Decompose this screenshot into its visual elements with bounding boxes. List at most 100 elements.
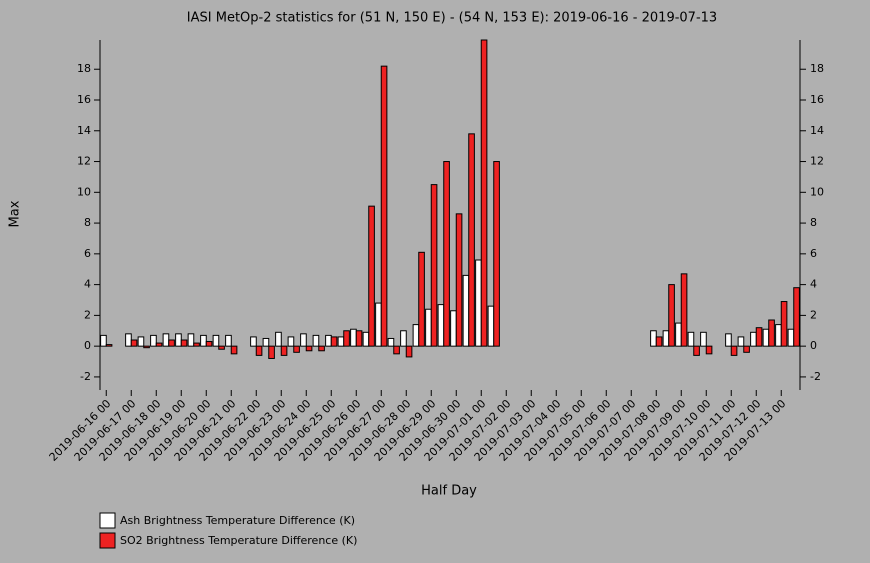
bar xyxy=(375,302,382,347)
y2-tick-label: 6 xyxy=(810,247,817,260)
bar xyxy=(475,259,482,347)
y2-tick-label: 8 xyxy=(810,216,817,229)
chart-title: IASI MetOp-2 statistics for (51 N, 150 E… xyxy=(187,11,717,26)
y2-tick-label: 4 xyxy=(810,278,817,291)
bar xyxy=(730,345,738,356)
bar xyxy=(662,330,670,347)
bar xyxy=(268,345,275,359)
bar xyxy=(180,339,188,347)
bar xyxy=(705,345,713,355)
bar xyxy=(212,334,220,347)
y2-tick-label: 10 xyxy=(810,185,824,198)
y-tick-label: 16 xyxy=(77,93,91,106)
bar xyxy=(230,345,238,355)
bar xyxy=(775,324,782,347)
bar xyxy=(125,333,132,347)
bar xyxy=(175,333,182,347)
bar xyxy=(368,205,375,347)
bar xyxy=(355,330,363,347)
bar xyxy=(487,305,495,347)
y-tick-label: 14 xyxy=(77,124,91,137)
legend-swatch xyxy=(99,532,116,549)
bar xyxy=(380,65,388,347)
bar xyxy=(437,304,445,347)
y2-tick-label: 18 xyxy=(810,62,824,75)
bar xyxy=(130,339,138,347)
y2-tick-label: 0 xyxy=(810,339,817,352)
bar xyxy=(650,330,657,347)
bar xyxy=(100,334,107,347)
bar xyxy=(293,345,300,353)
y-tick-label: 0 xyxy=(84,339,91,352)
bar xyxy=(450,310,457,347)
y2-tick-label: 2 xyxy=(810,308,817,321)
bar xyxy=(105,344,113,347)
bar xyxy=(150,334,157,347)
bar xyxy=(200,334,207,347)
bar xyxy=(725,333,732,347)
bar xyxy=(137,336,145,347)
bar xyxy=(350,328,357,347)
y2-tick-label: 12 xyxy=(810,155,824,168)
bar xyxy=(750,331,757,347)
bar xyxy=(187,333,195,347)
bar xyxy=(675,322,682,347)
bar xyxy=(155,342,163,347)
y2-tick-label: 16 xyxy=(810,93,824,106)
bar xyxy=(387,337,395,347)
bar xyxy=(400,330,407,347)
bar xyxy=(425,308,432,347)
bar xyxy=(493,161,500,347)
y-tick-label: 2 xyxy=(84,308,91,321)
y-tick-label: 6 xyxy=(84,247,91,260)
legend-label: Ash Brightness Temperature Difference (K… xyxy=(120,514,355,527)
bar xyxy=(280,345,288,356)
bar xyxy=(300,333,307,347)
bar xyxy=(405,345,413,358)
bar xyxy=(330,336,338,347)
y-tick-label: 12 xyxy=(77,155,91,168)
bar xyxy=(787,328,795,347)
y-axis-label: Max xyxy=(8,200,23,227)
bar xyxy=(430,184,438,347)
bar xyxy=(275,331,282,347)
y-tick-label: 18 xyxy=(77,62,91,75)
bar xyxy=(687,331,695,347)
bar xyxy=(455,213,463,347)
bar xyxy=(668,284,675,347)
bar xyxy=(143,345,150,349)
bar xyxy=(205,341,213,347)
y-tick-label: 8 xyxy=(84,216,91,229)
bar xyxy=(655,336,663,347)
bar xyxy=(262,337,270,347)
bar xyxy=(418,251,425,347)
bar xyxy=(755,327,763,347)
bar xyxy=(700,331,707,347)
bar xyxy=(287,336,295,347)
bar xyxy=(193,342,200,347)
bar xyxy=(318,345,325,352)
bar xyxy=(693,345,700,356)
bar xyxy=(168,339,175,347)
bar xyxy=(737,336,745,347)
bar xyxy=(255,345,263,356)
y2-tick-label: 14 xyxy=(810,124,824,137)
bar xyxy=(325,334,332,347)
bar xyxy=(305,345,313,352)
bar xyxy=(412,324,420,347)
legend-label: SO2 Brightness Temperature Difference (K… xyxy=(120,534,357,547)
y-tick-label: 4 xyxy=(84,278,91,291)
bar xyxy=(250,336,257,347)
bar xyxy=(343,330,350,347)
bar xyxy=(480,39,488,347)
bar xyxy=(362,331,370,347)
bar xyxy=(312,334,320,347)
bar xyxy=(462,274,470,347)
bar xyxy=(768,319,775,347)
bar xyxy=(780,301,788,347)
x-axis-label: Half Day xyxy=(421,484,477,499)
bar xyxy=(337,336,345,347)
bar xyxy=(443,161,450,347)
y-tick-label: 10 xyxy=(77,185,91,198)
